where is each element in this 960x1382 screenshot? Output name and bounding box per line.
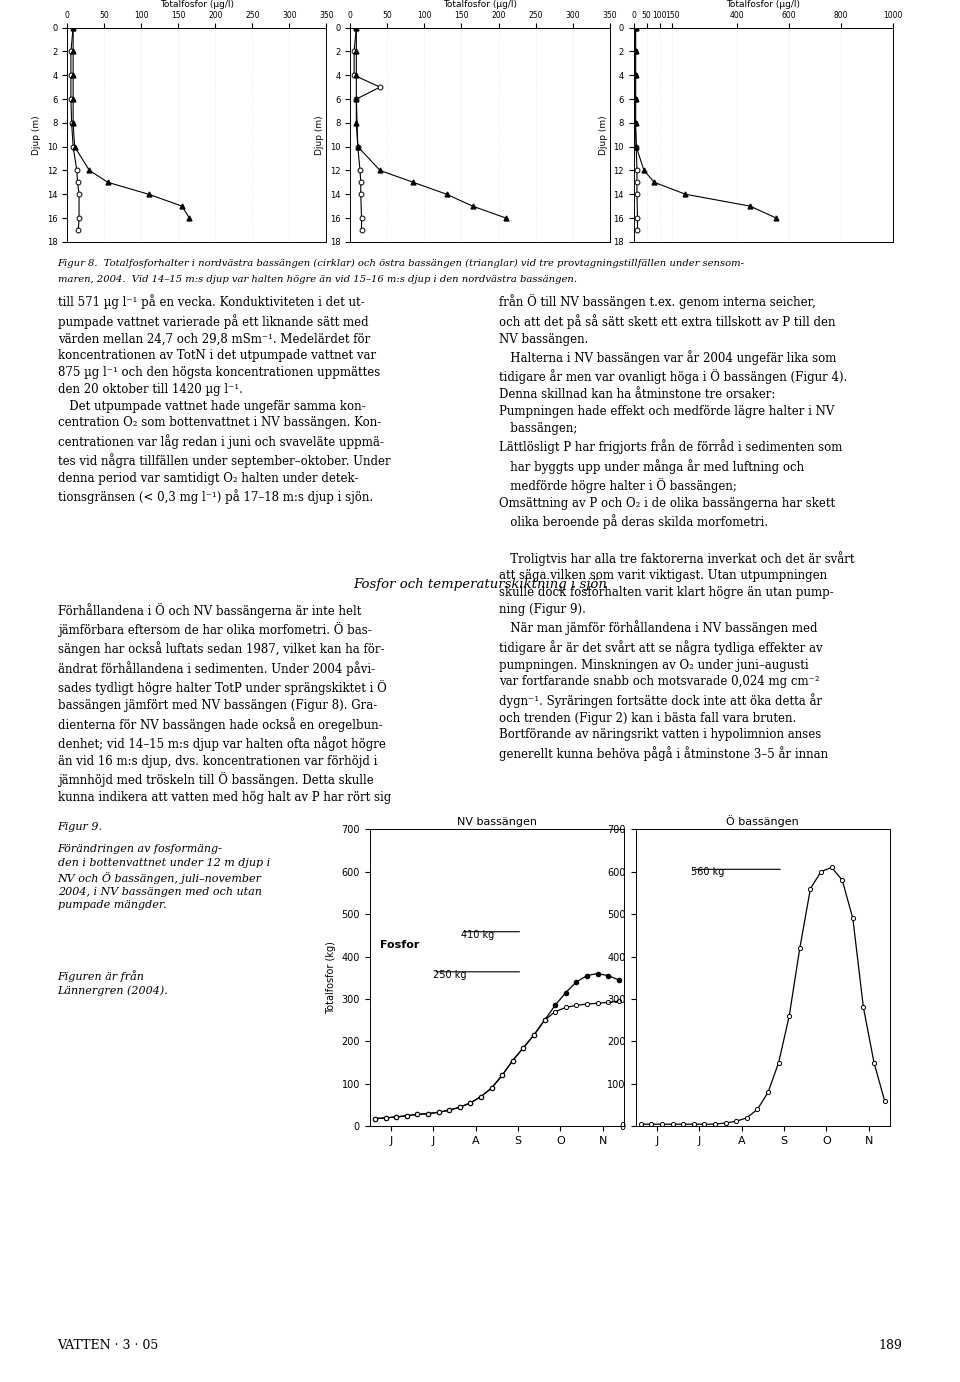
Text: 560 kg: 560 kg — [691, 868, 725, 878]
Text: Figur 9.: Figur 9. — [58, 822, 103, 832]
Text: maren, 2004.  Vid 14–15 m:s djup var halten högre än vid 15–16 m:s djup i den no: maren, 2004. Vid 14–15 m:s djup var halt… — [58, 275, 577, 285]
Text: till 571 µg l⁻¹ på en vecka. Konduktiviteten i det ut-
pumpade vattnet varierade: till 571 µg l⁻¹ på en vecka. Konduktivit… — [58, 294, 390, 504]
Text: Figur 8.  Totalfosforhalter i nordvästra bassängen (cirklar) och östra bassängen: Figur 8. Totalfosforhalter i nordvästra … — [58, 258, 745, 268]
Text: från Ö till NV bassängen t.ex. genom interna seicher,
och att det på så sätt ske: från Ö till NV bassängen t.ex. genom int… — [499, 294, 854, 760]
Text: VATTEN · 3 · 05: VATTEN · 3 · 05 — [58, 1339, 158, 1352]
Text: 250 kg: 250 kg — [433, 970, 467, 980]
X-axis label: Totalfosfor (µg/l): Totalfosfor (µg/l) — [443, 0, 517, 8]
Text: Förändringen av fosformäng-
den i bottenvattnet under 12 m djup i
NV och Ö bassä: Förändringen av fosformäng- den i botten… — [58, 844, 270, 911]
Y-axis label: Djup (m): Djup (m) — [599, 115, 608, 155]
X-axis label: Totalfosfor (µg/l): Totalfosfor (µg/l) — [159, 0, 234, 8]
Title: NV bassängen: NV bassängen — [457, 817, 537, 826]
Y-axis label: Djup (m): Djup (m) — [316, 115, 324, 155]
Y-axis label: Totalfosfor (kg): Totalfosfor (kg) — [325, 941, 336, 1014]
Text: Förhållandena i Ö och NV bassängerna är inte helt
jämförbara eftersom de har oli: Förhållandena i Ö och NV bassängerna är … — [58, 603, 391, 804]
Title: Ö bassängen: Ö bassängen — [727, 815, 799, 826]
X-axis label: Totalfosfor (µg/l): Totalfosfor (µg/l) — [726, 0, 801, 8]
Text: Fosfor: Fosfor — [380, 940, 420, 949]
Y-axis label: Djup (m): Djup (m) — [33, 115, 41, 155]
Text: Figuren är från
Lännergren (2004).: Figuren är från Lännergren (2004). — [58, 970, 168, 996]
Text: 410 kg: 410 kg — [461, 930, 494, 940]
Text: Fosfor och temperaturskiktning i sjön: Fosfor och temperaturskiktning i sjön — [353, 578, 607, 590]
Text: 189: 189 — [878, 1339, 902, 1352]
